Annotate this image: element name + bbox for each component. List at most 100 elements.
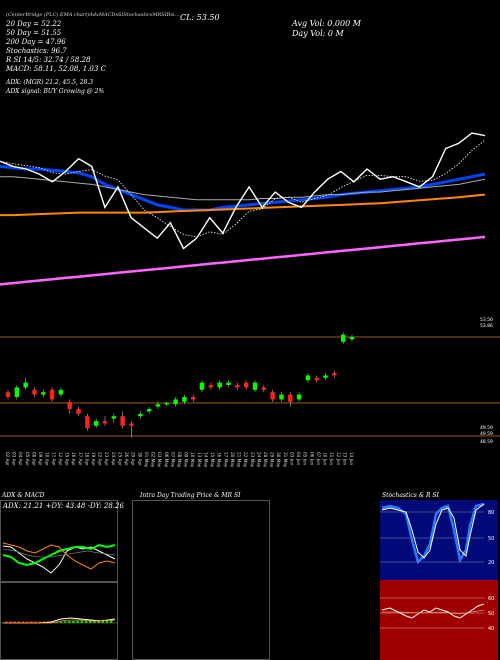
- ema100-line: [0, 193, 486, 217]
- date-label: 10 Apr: [45, 452, 50, 466]
- stoch-k-line: [381, 502, 485, 565]
- candle-body: [94, 421, 99, 426]
- date-label: 24 May: [256, 452, 261, 468]
- adx-signal-label: ADX signal: BUY Growing @ 2%: [6, 88, 105, 95]
- macd-bar: [26, 621, 29, 623]
- stochastics-panel: 80 50 20: [380, 500, 498, 580]
- macd-bar: [80, 620, 84, 623]
- candle-body: [199, 382, 205, 390]
- date-label: 07 Jun: [316, 452, 321, 466]
- rsi-tick-60: 60: [488, 596, 494, 602]
- candle-body: [146, 409, 152, 412]
- stochastics-lines: 80 50 20: [380, 502, 494, 566]
- plus-dy-line: [2, 543, 116, 567]
- candle-body: [305, 375, 311, 381]
- candle-body: [173, 399, 178, 405]
- date-label: 21 May: [237, 452, 242, 468]
- date-label: 02 May: [151, 452, 156, 468]
- ema50-line: [0, 176, 486, 201]
- date-label: 12 Apr: [58, 452, 63, 466]
- date-label: 10 Jun: [323, 452, 328, 466]
- date-label: 07 May: [170, 452, 175, 468]
- macd-bar: [5, 621, 8, 623]
- date-label: 22 May: [243, 452, 248, 468]
- macd-bar: [84, 620, 88, 623]
- candle-body: [111, 416, 117, 419]
- date-label: 30 May: [276, 452, 281, 468]
- candle-body: [32, 389, 37, 395]
- date-label: 08 Apr: [32, 452, 37, 466]
- macd-bar: [76, 620, 79, 623]
- date-label: 23 May: [250, 452, 255, 468]
- candle-body: [270, 392, 275, 400]
- candle-body: [67, 401, 72, 409]
- date-label: 05 Jun: [303, 452, 308, 466]
- price-line: [0, 132, 486, 250]
- date-label: 14 Jun: [349, 452, 354, 466]
- stoch-d-line: [381, 503, 485, 559]
- date-label: 09 Apr: [38, 452, 43, 466]
- macd-bar: [34, 621, 37, 623]
- date-label: 23 Apr: [104, 452, 109, 466]
- candle-body: [288, 394, 293, 402]
- candle-body: [332, 373, 337, 376]
- ema50-label: 50 Day = 51.55: [6, 29, 62, 37]
- candle-body: [261, 387, 266, 390]
- stochastics-label: Stochastics: 96.7: [6, 47, 67, 55]
- macd-bar: [51, 621, 54, 623]
- date-label: 13 Jun: [342, 452, 347, 466]
- price-label: 53.50: [480, 317, 493, 323]
- adx-panel-title: ADX & MACD: [2, 492, 45, 499]
- date-label: 26 Apr: [124, 452, 129, 466]
- date-label: 02 Apr: [5, 452, 10, 466]
- price-label: 49.59: [480, 431, 493, 437]
- candle-body: [252, 382, 258, 390]
- candle-body: [23, 382, 28, 388]
- price-ema-chart: [0, 132, 486, 286]
- macd-label: MACD: 58.11, 52.08, 1.03 C: [6, 65, 106, 73]
- candle-body: [279, 394, 284, 400]
- price-label: 53.86: [480, 323, 493, 329]
- rsi-line: [381, 603, 485, 619]
- macd-panel: [0, 582, 118, 660]
- macd-bar: [89, 620, 92, 623]
- candle-body: [49, 389, 55, 400]
- candle-body: [41, 392, 46, 395]
- macd-bar: [13, 621, 16, 623]
- macd-bar: [17, 621, 21, 623]
- macd-bar: [97, 620, 100, 623]
- symbol-line: (CenterBridge (PLC) EMA chart)AdxMACDsSI…: [6, 12, 180, 18]
- date-label: 16 Apr: [71, 452, 76, 466]
- date-label: 17 Apr: [78, 452, 83, 466]
- candle-body: [102, 421, 108, 424]
- macd-bar: [72, 620, 75, 623]
- date-label: 09 May: [184, 452, 189, 468]
- candle-body: [5, 392, 11, 397]
- candle-body: [323, 375, 328, 378]
- date-label: 05 Apr: [25, 452, 30, 466]
- candle-body: [182, 397, 187, 402]
- minus-dy-line: [2, 542, 116, 570]
- candle-body: [129, 423, 134, 426]
- rsi-label: R SI 14/5: 32.74 / 58.28: [6, 56, 91, 64]
- price-label: 49.59: [480, 425, 493, 431]
- candle-body: [208, 385, 214, 388]
- date-label: 14 May: [204, 452, 209, 468]
- macd-bar: [93, 620, 96, 623]
- rsi-lines: 60 50 40: [380, 596, 494, 632]
- stoch-panel-title: Stochastics & R SI: [382, 492, 439, 499]
- date-label: 16 May: [217, 452, 222, 468]
- date-label: 29 May: [270, 452, 275, 468]
- day-vol-label: Day Vol: 0 M: [292, 29, 344, 38]
- adx-grey-line: [2, 548, 116, 558]
- date-label: 31 May: [283, 452, 288, 468]
- date-label: 12 Jun: [336, 452, 341, 466]
- candle-body: [164, 403, 169, 405]
- candle-body: [349, 337, 355, 340]
- candle-body: [76, 409, 81, 414]
- date-label: 25 Apr: [118, 452, 123, 466]
- ema200-label: 200 Day = 47.96: [6, 38, 66, 46]
- rsi-tick-40: 40: [488, 626, 494, 632]
- stoch-tick-50: 50: [488, 536, 494, 542]
- avg-vol-label: Avg Vol: 0.000 M: [292, 19, 361, 28]
